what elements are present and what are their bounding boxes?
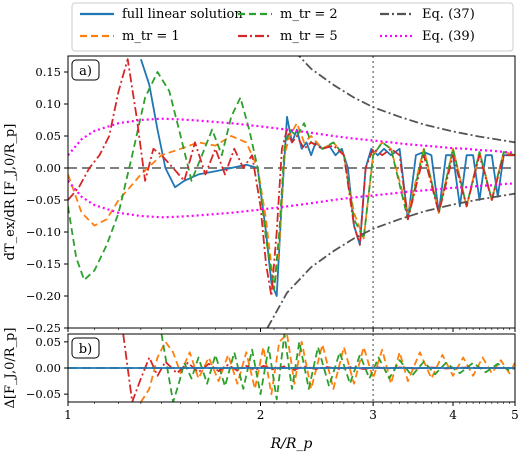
- x-axis-label: R/R_p: [270, 436, 313, 452]
- series-line-m-tr-2: [68, 71, 515, 291]
- legend-label: m_tr = 1: [122, 29, 180, 44]
- legend-label: m_tr = 5: [280, 29, 338, 44]
- y-tick-label: 0.05: [35, 335, 61, 349]
- series-line-mirror-eq-37-: [266, 192, 515, 328]
- series-line-mirror-eq-39-: [68, 180, 515, 219]
- y-tick-label: −0.10: [26, 225, 61, 239]
- legend-label: Eq. (37): [422, 7, 475, 22]
- y-tick-label: −0.05: [26, 193, 61, 207]
- series-line-eq-37-: [297, 56, 515, 144]
- x-axis-label-text: R/R_p: [270, 436, 313, 452]
- series-line-m-tr-1: [140, 334, 515, 402]
- series-line-full-linear-solution: [140, 58, 514, 297]
- panel-label: a): [79, 64, 92, 79]
- series-group: [68, 56, 515, 328]
- y-tick-label: −0.25: [26, 321, 61, 335]
- axes-frame: [67, 55, 516, 329]
- y-tick-label: −0.20: [26, 289, 61, 303]
- legend: full linear solution m_tr = 1 m_tr = 2 m_tr…: [71, 2, 514, 52]
- y-tick-label: 0.00: [35, 161, 61, 175]
- x-tick-label: 5: [511, 408, 519, 422]
- series-line-m-tr-2: [160, 334, 515, 402]
- y-tick-label: 0.00: [35, 361, 61, 375]
- x-tick-label: 2: [257, 408, 265, 422]
- panel-b: −0.05 0.00 0.05 1 2 3 4 5 b) Δ[F_J,0/R_p]: [3, 328, 519, 422]
- panel-label-box: [71, 337, 100, 359]
- series-line-eq-39-: [68, 117, 515, 156]
- y-tick-label: 0.05: [35, 129, 61, 143]
- legend-label: Eq. (39): [422, 29, 475, 44]
- x-tick-label: 4: [449, 408, 457, 422]
- y-tick-label: −0.05: [26, 387, 61, 401]
- y-axis-label: Δ[F_J,0/R_p]: [3, 328, 18, 409]
- x-tick-label: 1: [64, 408, 72, 422]
- y-axis-label: dT_ex/dR [F_J,0/R_p]: [3, 124, 18, 261]
- panel-a: −0.25 −0.20 −0.15 −0.10 −0.05 0.00 0.05 0.10 0.1…: [3, 55, 516, 335]
- series-group: [68, 334, 515, 402]
- y-tick-label: 0.10: [35, 97, 61, 111]
- legend-label: full linear solution: [122, 7, 243, 22]
- legend-label: m_tr = 2: [280, 7, 338, 22]
- panel-label: b): [79, 342, 92, 357]
- y-tick-label: −0.15: [26, 257, 61, 271]
- x-tick-label: 3: [369, 408, 377, 422]
- series-line-m-tr-5: [68, 58, 515, 297]
- panel-label-box: [71, 59, 100, 81]
- y-tick-label: 0.15: [35, 65, 61, 79]
